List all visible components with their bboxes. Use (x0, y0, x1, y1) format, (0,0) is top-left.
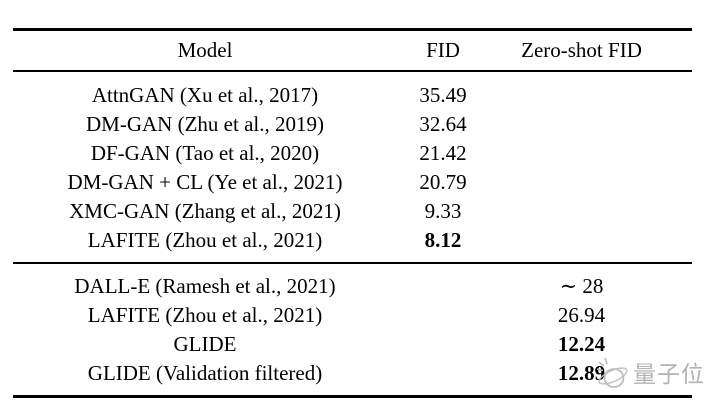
fid-value-cell: 9.33 (424, 199, 462, 223)
table-header-row: Model FID Zero-shot FID (13, 31, 692, 70)
fid-value-cell: 20.79 (419, 170, 467, 194)
qbitai-watermark: 量子位 (596, 356, 705, 392)
zero-shot-fid-value-cell: 12.24 (557, 331, 606, 356)
zero-shot-fid-value-cell: 26.94 (557, 302, 606, 327)
column-header-fid: FID (426, 38, 460, 62)
watermark-text: 量子位 (633, 361, 705, 387)
table-row: GLIDE (Validation filtered) 12.89 (13, 359, 692, 388)
model-cell: DM-GAN + CL (Ye et al., 2021) (67, 170, 343, 194)
table-section-divider-rule (13, 262, 692, 264)
model-cell: AttnGAN (Xu et al., 2017) (91, 83, 319, 107)
model-cell: LAFITE (Zhou et al., 2021) (87, 302, 323, 327)
table-bottom-rule (13, 394, 692, 398)
model-cell: DM-GAN (Zhu et al., 2019) (86, 112, 324, 136)
table-row: LAFITE (Zhou et al., 2021) 26.94 (13, 301, 692, 330)
qbitai-logo-icon (596, 357, 628, 388)
zero-shot-fid-value-cell: ∼ 28 (559, 273, 604, 298)
table-top-rule (13, 28, 692, 31)
table-row: DALL-E (Ramesh et al., 2021) ∼ 28 (13, 272, 692, 301)
table-row: GLIDE 12.24 (13, 330, 692, 359)
fid-value-cell: 35.49 (419, 83, 467, 107)
zero-shot-fid-value-cell: 12.89 (557, 360, 606, 385)
model-cell: DF-GAN (Tao et al., 2020) (90, 141, 320, 165)
table-header-rule (13, 70, 692, 72)
column-header-zero-shot-fid: Zero-shot FID (521, 38, 642, 62)
fid-value-cell: 21.42 (419, 141, 467, 165)
fid-value-cell: 8.12 (424, 228, 462, 252)
model-cell: XMC-GAN (Zhang et al., 2021) (69, 199, 341, 223)
table-row: LAFITE (Zhou et al., 2021) 8.12 (13, 226, 692, 255)
model-cell: GLIDE (Validation filtered) (87, 360, 323, 385)
fid-comparison-table: Model FID Zero-shot FID AttnGAN (Xu et a… (13, 0, 692, 398)
table-row: DM-GAN (Zhu et al., 2019) 32.64 (13, 110, 692, 139)
model-cell: GLIDE (173, 331, 237, 356)
model-cell: LAFITE (Zhou et al., 2021) (87, 228, 323, 252)
table-row: DF-GAN (Tao et al., 2020) 21.42 (13, 139, 692, 168)
column-header-model: Model (177, 38, 233, 62)
table-row: XMC-GAN (Zhang et al., 2021) 9.33 (13, 197, 692, 226)
table-section-standard-fid: AttnGAN (Xu et al., 2017) 35.49 DM-GAN (Zh… (13, 72, 692, 262)
table-section-zero-shot-fid: DALL-E (Ramesh et al., 2021) ∼ 28 LAFITE (… (13, 264, 692, 395)
table-row: AttnGAN (Xu et al., 2017) 35.49 (13, 81, 692, 110)
table-row: DM-GAN + CL (Ye et al., 2021) 20.79 (13, 168, 692, 197)
fid-value-cell: 32.64 (419, 112, 467, 136)
model-cell: DALL-E (Ramesh et al., 2021) (74, 273, 336, 298)
